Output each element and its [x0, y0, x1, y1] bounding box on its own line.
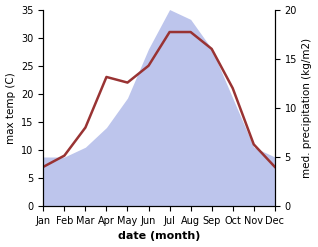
Y-axis label: med. precipitation (kg/m2): med. precipitation (kg/m2)	[302, 38, 313, 178]
Y-axis label: max temp (C): max temp (C)	[5, 72, 16, 144]
X-axis label: date (month): date (month)	[118, 231, 200, 242]
